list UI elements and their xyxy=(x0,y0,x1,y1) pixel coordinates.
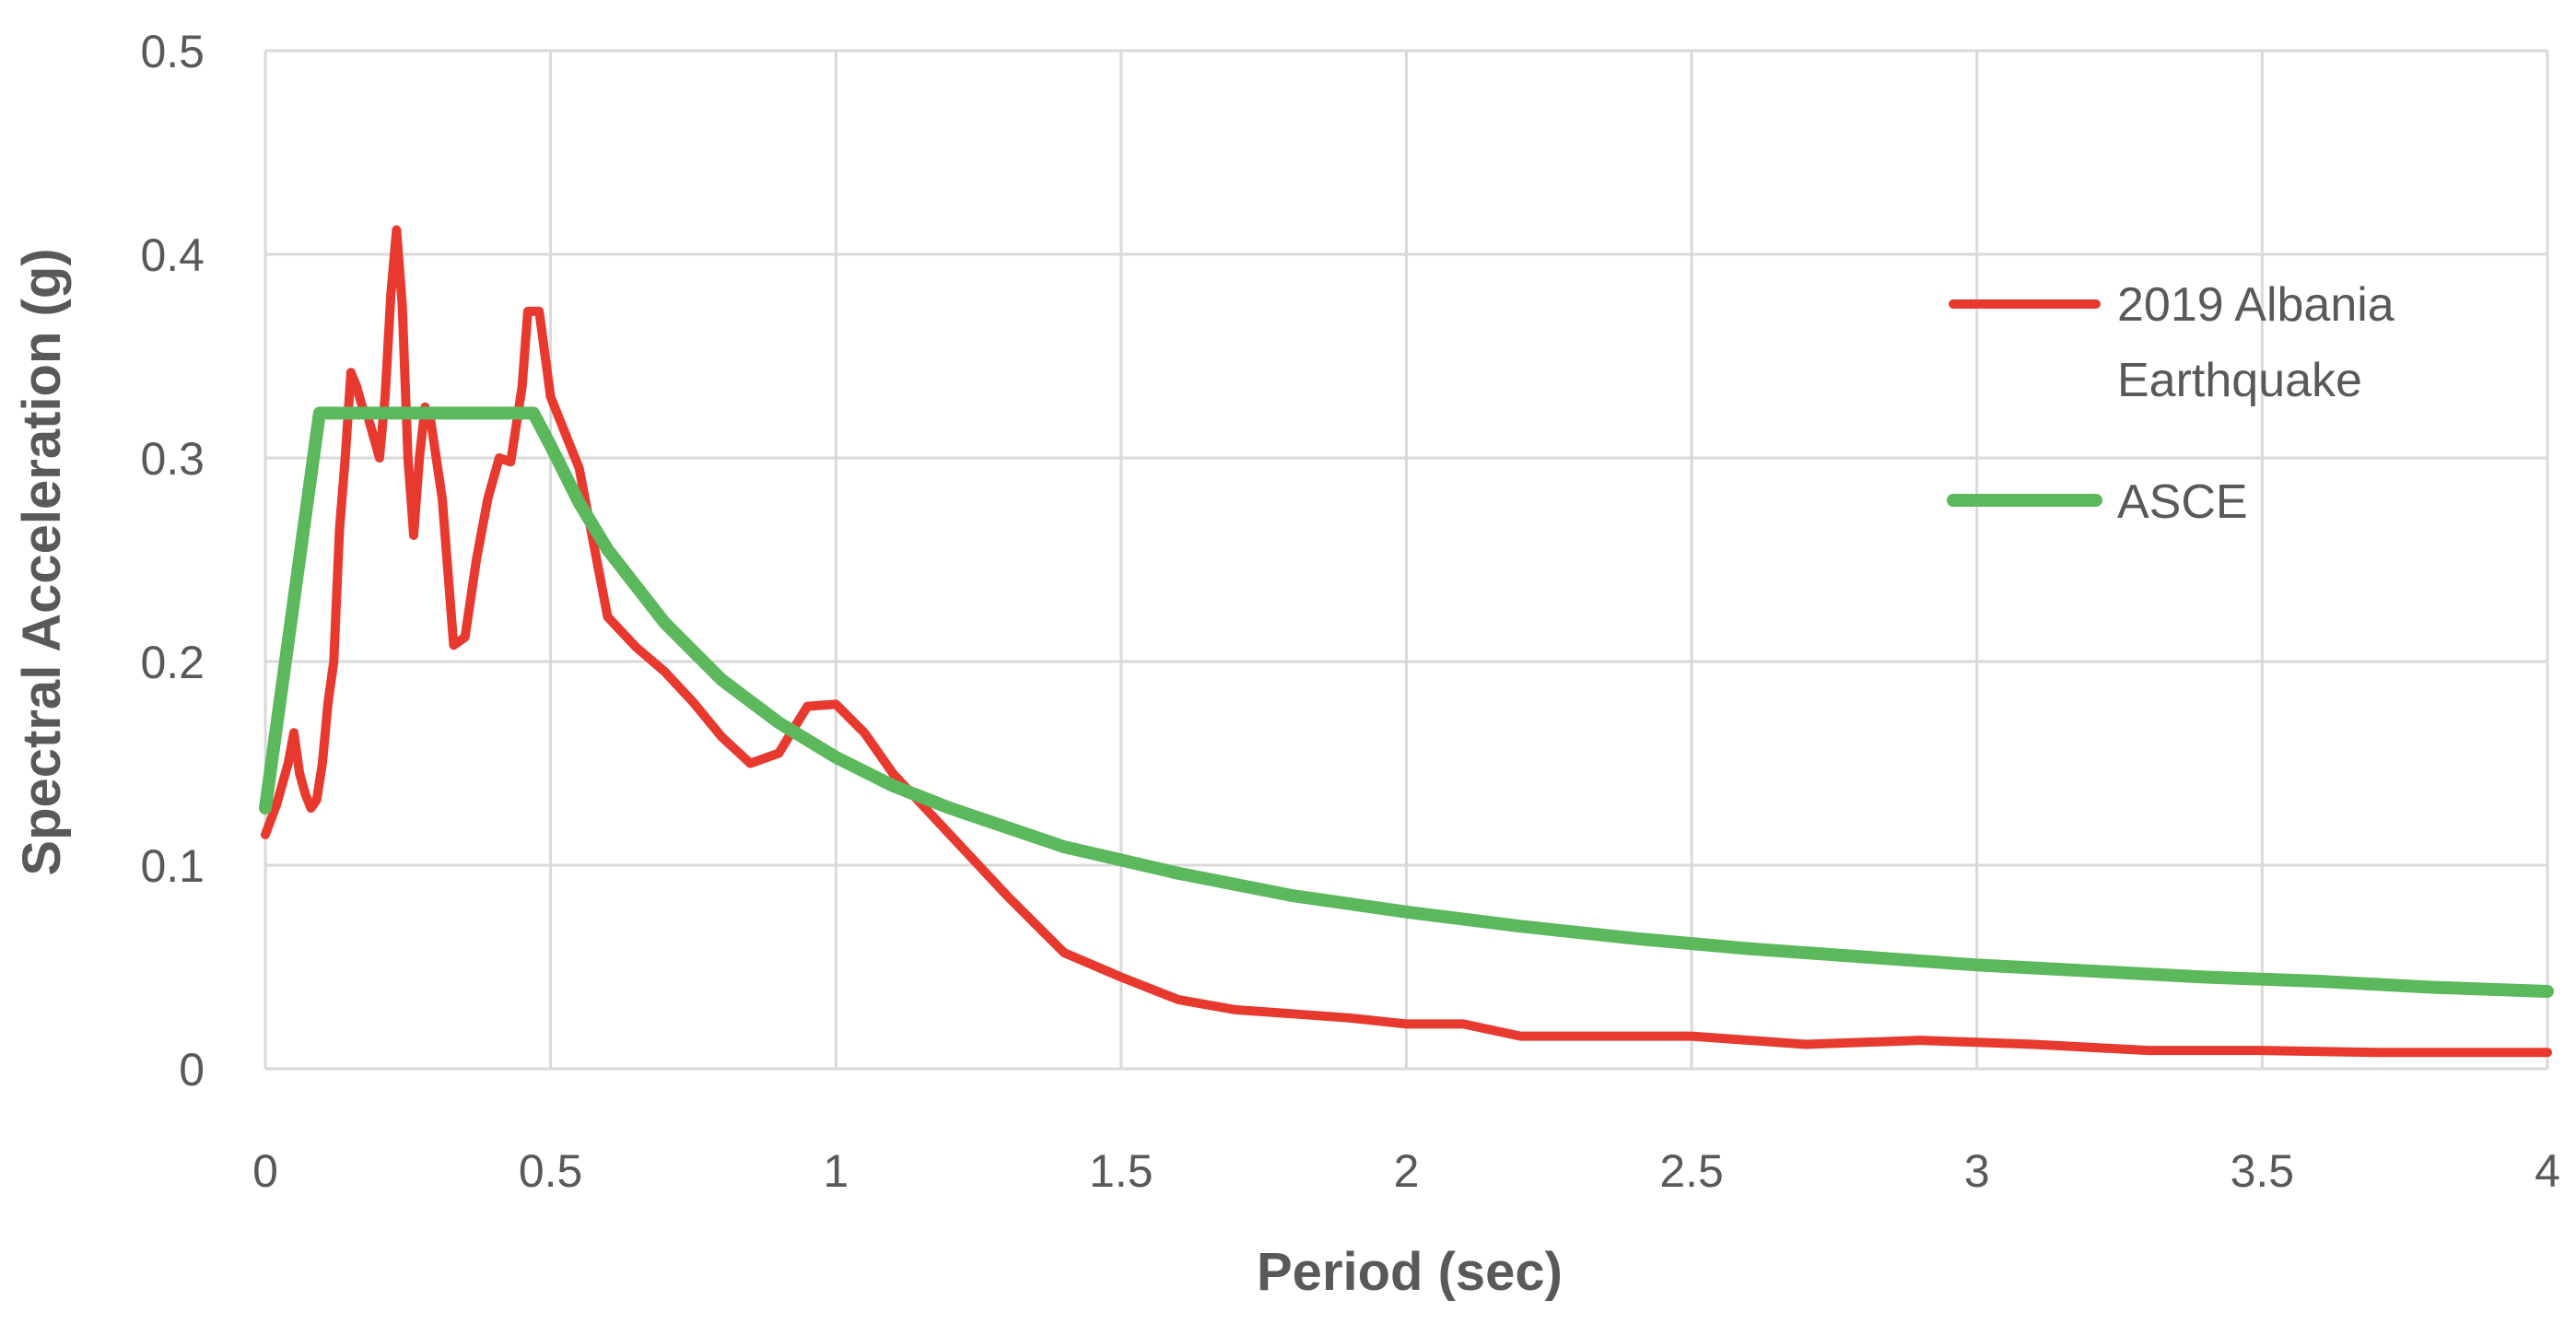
y-tick-label: 0.2 xyxy=(140,637,205,688)
chart-grid xyxy=(263,49,2549,1071)
legend-label: Earthquake xyxy=(2117,354,2362,407)
y-tick-label: 0.1 xyxy=(140,840,205,892)
x-tick-label: 3.5 xyxy=(2231,1145,2295,1197)
series-line-asce xyxy=(259,406,2554,998)
chart-tick-labels: 0 0.5 1 1.5 2 2.5 3 3.5 4 0 0.1 0.2 0.3 0.4 0.5 xyxy=(140,26,2559,1197)
series-line-albania-earthquake xyxy=(261,225,2552,1058)
x-tick-label: 2.5 xyxy=(1659,1145,1724,1197)
y-tick-label: 0 xyxy=(179,1044,205,1096)
legend-label: 2019 Albania xyxy=(2117,278,2395,332)
y-tick-label: 0.4 xyxy=(140,229,205,281)
x-tick-label: 0.5 xyxy=(519,1145,583,1197)
y-tick-label: 0.5 xyxy=(140,26,205,77)
chart-legend: 2019 Albania Earthquake ASCE xyxy=(1947,278,2395,529)
x-tick-label: 0 xyxy=(252,1145,278,1197)
x-tick-label: 1 xyxy=(823,1145,849,1197)
x-tick-label: 4 xyxy=(2535,1145,2560,1197)
x-axis-title: Period (sec) xyxy=(1257,1242,1563,1302)
legend-label: ASCE xyxy=(2117,475,2248,529)
y-axis-title: Spectral Acceleration (g) xyxy=(12,248,72,875)
x-tick-label: 2 xyxy=(1394,1145,1420,1197)
x-tick-label: 1.5 xyxy=(1089,1145,1153,1197)
x-tick-label: 3 xyxy=(1964,1145,1990,1197)
y-tick-label: 0.3 xyxy=(140,433,205,485)
chart-series xyxy=(259,225,2554,1058)
